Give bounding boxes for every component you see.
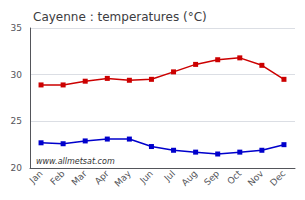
svg-text:30: 30 (11, 70, 23, 80)
svg-text:Feb: Feb (48, 168, 67, 187)
svg-text:Cayenne : temperatures (°C): Cayenne : temperatures (°C) (33, 10, 207, 24)
svg-text:Dec: Dec (268, 168, 287, 187)
svg-text:25: 25 (11, 116, 22, 126)
svg-text:20: 20 (11, 163, 23, 173)
svg-text:Nov: Nov (246, 168, 266, 188)
svg-text:Sep: Sep (202, 168, 221, 187)
svg-text:Jan: Jan (27, 168, 45, 186)
svg-text:Oct: Oct (225, 168, 243, 186)
svg-text:www.allmetsat.com: www.allmetsat.com (36, 157, 115, 166)
svg-text:Mar: Mar (70, 168, 89, 187)
svg-text:Apr: Apr (93, 168, 111, 186)
svg-text:Jun: Jun (137, 168, 155, 186)
svg-text:Aug: Aug (180, 168, 199, 187)
svg-text:May: May (113, 168, 134, 189)
svg-text:35: 35 (11, 23, 22, 33)
svg-text:Jul: Jul (162, 168, 177, 183)
